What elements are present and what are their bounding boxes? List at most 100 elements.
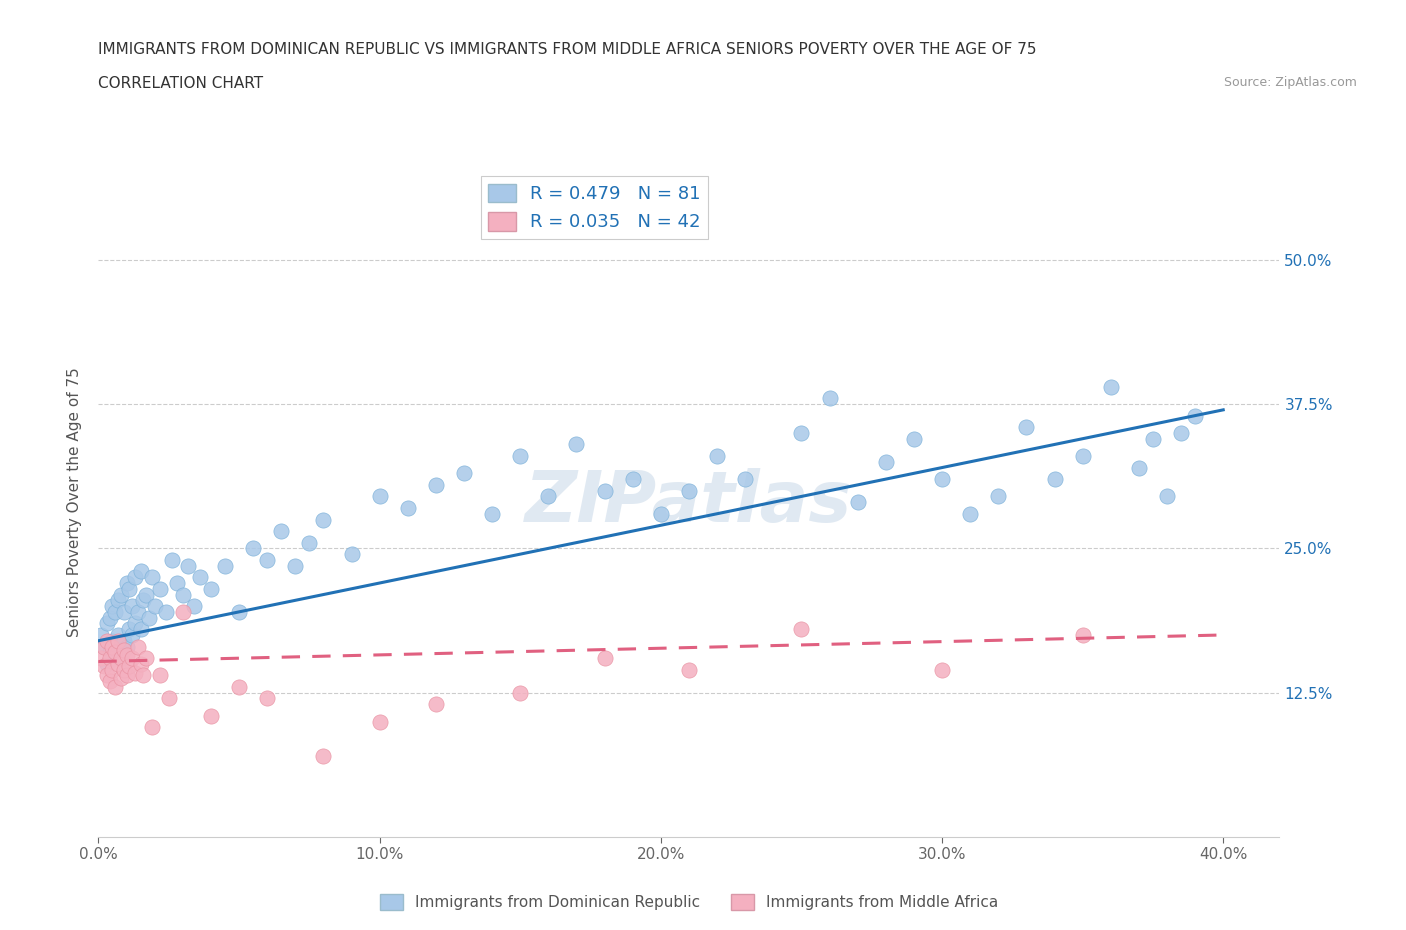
Point bbox=[959, 506, 981, 521]
Point bbox=[135, 651, 157, 666]
Point bbox=[155, 604, 177, 619]
Point bbox=[166, 576, 188, 591]
Text: IMMIGRANTS FROM DOMINICAN REPUBLIC VS IMMIGRANTS FROM MIDDLE AFRICA SENIORS POVE: IMMIGRANTS FROM DOMINICAN REPUBLIC VS IM… bbox=[98, 42, 1036, 57]
Legend: Immigrants from Dominican Republic, Immigrants from Middle Africa: Immigrants from Dominican Republic, Immi… bbox=[374, 888, 1004, 916]
Point bbox=[1099, 379, 1122, 394]
Point bbox=[678, 484, 700, 498]
Point bbox=[593, 651, 616, 666]
Y-axis label: Seniors Poverty Over the Age of 75: Seniors Poverty Over the Age of 75 bbox=[67, 367, 83, 637]
Text: CORRELATION CHART: CORRELATION CHART bbox=[98, 76, 263, 91]
Point bbox=[1015, 419, 1038, 434]
Point bbox=[110, 587, 132, 602]
Point bbox=[110, 671, 132, 685]
Point bbox=[453, 466, 475, 481]
Point bbox=[115, 576, 138, 591]
Point bbox=[509, 448, 531, 463]
Point bbox=[368, 489, 391, 504]
Point bbox=[298, 535, 321, 550]
Point bbox=[157, 691, 180, 706]
Point bbox=[107, 593, 129, 608]
Point bbox=[149, 581, 172, 596]
Point bbox=[129, 657, 152, 671]
Point bbox=[104, 680, 127, 695]
Point bbox=[903, 432, 925, 446]
Point bbox=[115, 668, 138, 683]
Point bbox=[96, 668, 118, 683]
Point bbox=[124, 616, 146, 631]
Point bbox=[987, 489, 1010, 504]
Point bbox=[1071, 628, 1094, 643]
Point bbox=[621, 472, 644, 486]
Point bbox=[537, 489, 560, 504]
Point bbox=[256, 552, 278, 567]
Point bbox=[98, 644, 121, 659]
Text: Source: ZipAtlas.com: Source: ZipAtlas.com bbox=[1223, 76, 1357, 89]
Point bbox=[565, 437, 588, 452]
Point bbox=[129, 622, 152, 637]
Point bbox=[242, 541, 264, 556]
Point bbox=[509, 685, 531, 700]
Point bbox=[141, 720, 163, 735]
Point bbox=[90, 628, 112, 643]
Point bbox=[107, 657, 129, 671]
Point bbox=[1170, 426, 1192, 441]
Point bbox=[200, 709, 222, 724]
Text: ZIPatlas: ZIPatlas bbox=[526, 468, 852, 537]
Point bbox=[149, 668, 172, 683]
Point bbox=[112, 662, 135, 677]
Point bbox=[368, 714, 391, 729]
Point bbox=[228, 604, 250, 619]
Point bbox=[790, 426, 813, 441]
Point bbox=[124, 666, 146, 681]
Point bbox=[93, 639, 115, 654]
Point bbox=[96, 633, 118, 648]
Point bbox=[875, 455, 897, 470]
Point bbox=[101, 639, 124, 654]
Point bbox=[790, 622, 813, 637]
Point bbox=[183, 599, 205, 614]
Point bbox=[1142, 432, 1164, 446]
Point bbox=[112, 643, 135, 658]
Point bbox=[127, 639, 149, 654]
Point bbox=[121, 628, 143, 643]
Point bbox=[1071, 448, 1094, 463]
Point bbox=[846, 495, 869, 510]
Point bbox=[256, 691, 278, 706]
Point bbox=[101, 633, 124, 648]
Point bbox=[214, 558, 236, 573]
Point bbox=[172, 604, 194, 619]
Point bbox=[121, 651, 143, 666]
Point bbox=[112, 633, 135, 648]
Point bbox=[481, 506, 503, 521]
Point bbox=[425, 477, 447, 492]
Point bbox=[931, 662, 953, 677]
Point bbox=[104, 651, 127, 666]
Point bbox=[115, 647, 138, 662]
Point bbox=[104, 644, 127, 659]
Point bbox=[1184, 408, 1206, 423]
Point bbox=[312, 749, 335, 764]
Point bbox=[270, 524, 292, 538]
Point bbox=[96, 657, 118, 671]
Point bbox=[425, 697, 447, 711]
Point bbox=[115, 639, 138, 654]
Point bbox=[101, 599, 124, 614]
Point bbox=[118, 622, 141, 637]
Point bbox=[101, 662, 124, 677]
Point bbox=[96, 616, 118, 631]
Point bbox=[931, 472, 953, 486]
Point bbox=[118, 581, 141, 596]
Point bbox=[121, 599, 143, 614]
Point bbox=[98, 673, 121, 688]
Point bbox=[93, 658, 115, 673]
Point bbox=[138, 610, 160, 625]
Point bbox=[678, 662, 700, 677]
Point bbox=[112, 604, 135, 619]
Point bbox=[143, 599, 166, 614]
Point bbox=[188, 570, 211, 585]
Point bbox=[1128, 460, 1150, 475]
Point bbox=[228, 680, 250, 695]
Point bbox=[340, 547, 363, 562]
Point bbox=[312, 512, 335, 527]
Point bbox=[650, 506, 672, 521]
